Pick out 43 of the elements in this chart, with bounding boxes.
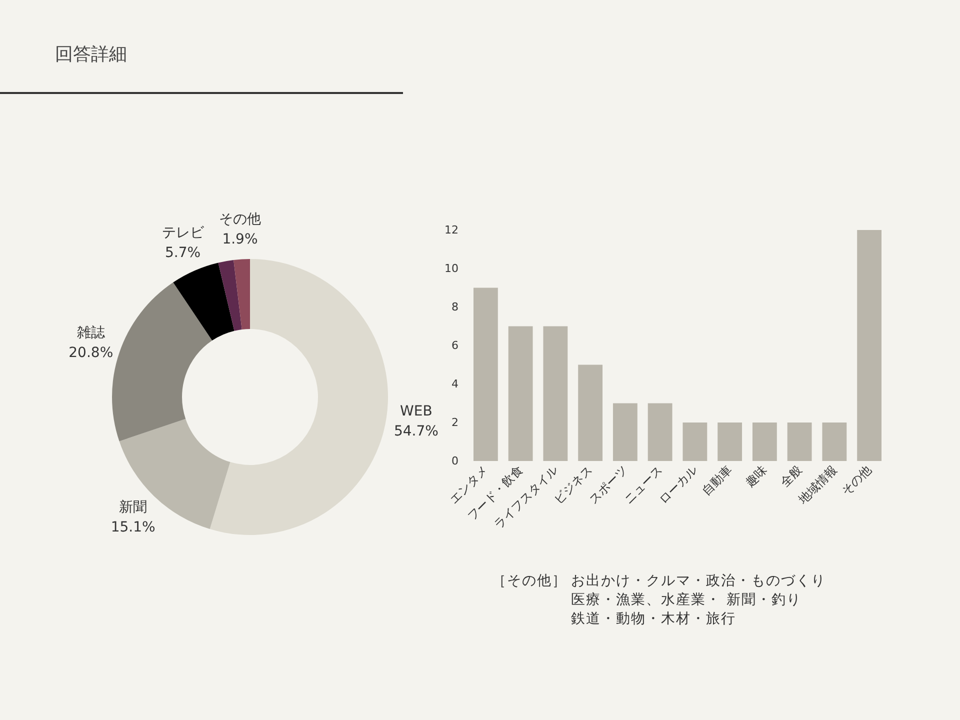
- bar: [508, 326, 533, 461]
- y-tick-label: 8: [452, 300, 458, 314]
- x-tick-label: 全般: [778, 462, 805, 490]
- bar: [787, 422, 812, 461]
- data-label: 20.8%: [68, 345, 114, 362]
- data-label: 1.9%: [222, 231, 258, 248]
- y-tick-label: 4: [452, 378, 458, 390]
- x-tick-label: 趣味: [742, 462, 770, 490]
- y-tick-label: 10: [444, 262, 458, 275]
- bar: [543, 326, 568, 461]
- text: ［その他］: [492, 572, 567, 591]
- slice-label: 新聞: [119, 500, 148, 516]
- bar: [718, 422, 742, 461]
- bar: [648, 403, 672, 461]
- slice-label: テレビ: [162, 225, 205, 242]
- bar: [612, 403, 638, 461]
- donut-slice: [218, 260, 242, 331]
- y-tick-label: 6: [452, 339, 458, 352]
- bar: [682, 422, 708, 461]
- y-tick-label: 0: [452, 454, 458, 468]
- slice-label: その他: [218, 211, 261, 228]
- bar: [857, 230, 882, 461]
- data-label: 15.1%: [110, 520, 156, 536]
- text: 鉄道・動物・木材・旅行: [571, 610, 737, 629]
- text: 医療・漁業、水産業・ 新聞・釣り: [571, 591, 802, 610]
- bar: [752, 422, 777, 461]
- y-tick-label: 12: [444, 224, 458, 236]
- slice-label: WEB: [400, 404, 432, 420]
- donut-slice: [173, 262, 234, 341]
- chart-title: 回答詳細: [55, 43, 127, 66]
- y-tick-label: 2: [452, 416, 458, 429]
- slice-label: 雑誌: [76, 325, 105, 342]
- donut-slice: [234, 259, 250, 330]
- donut-slice: [112, 282, 212, 442]
- bar: [822, 422, 847, 461]
- data-label: 54.7%: [394, 424, 438, 440]
- text: お出かけ・クルマ・政治・ものづくり: [571, 572, 826, 591]
- data-label: 5.7%: [165, 245, 201, 262]
- x-tick-label: その他: [838, 462, 874, 498]
- bar: [578, 364, 603, 461]
- bar: [473, 288, 498, 461]
- donut-slice: [210, 259, 388, 535]
- x-tick-label: 自動車: [699, 462, 735, 498]
